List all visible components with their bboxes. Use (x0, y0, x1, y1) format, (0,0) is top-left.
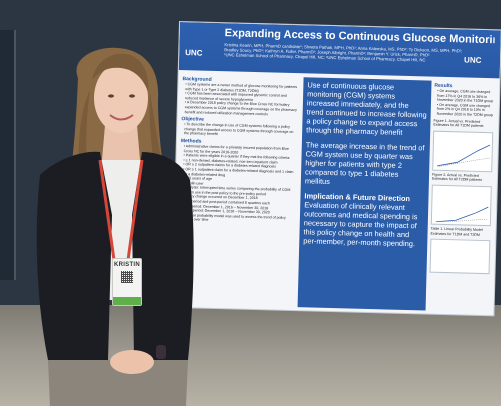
badge-stripe (113, 297, 141, 305)
figure-1-chart (432, 130, 494, 172)
name-badge: KRISTIN (112, 258, 142, 306)
figure-1-plot (437, 144, 491, 167)
figure-2-chart (430, 184, 492, 227)
adjacent-board-frame (0, 30, 16, 280)
lanyard-right (126, 159, 144, 261)
lanyard-left (98, 159, 116, 261)
figure-2-plot (435, 206, 489, 223)
watch (156, 345, 166, 359)
jacket-left (36, 151, 112, 360)
smile (109, 114, 134, 121)
poster-results-column: Results • On average, CGM use changed fr… (429, 81, 498, 313)
hair-fringe (92, 53, 149, 92)
hands (110, 350, 154, 374)
badge-name: KRISTIN (113, 262, 141, 268)
left-eye (108, 94, 114, 98)
jacket-right (132, 152, 194, 360)
face (94, 63, 148, 133)
pants (48, 360, 188, 406)
right-eye (129, 94, 135, 98)
badge-qr-code (121, 271, 133, 283)
research-poster: UNC Expanding Access to Continuous Gluco… (172, 22, 501, 316)
neck (102, 125, 140, 160)
